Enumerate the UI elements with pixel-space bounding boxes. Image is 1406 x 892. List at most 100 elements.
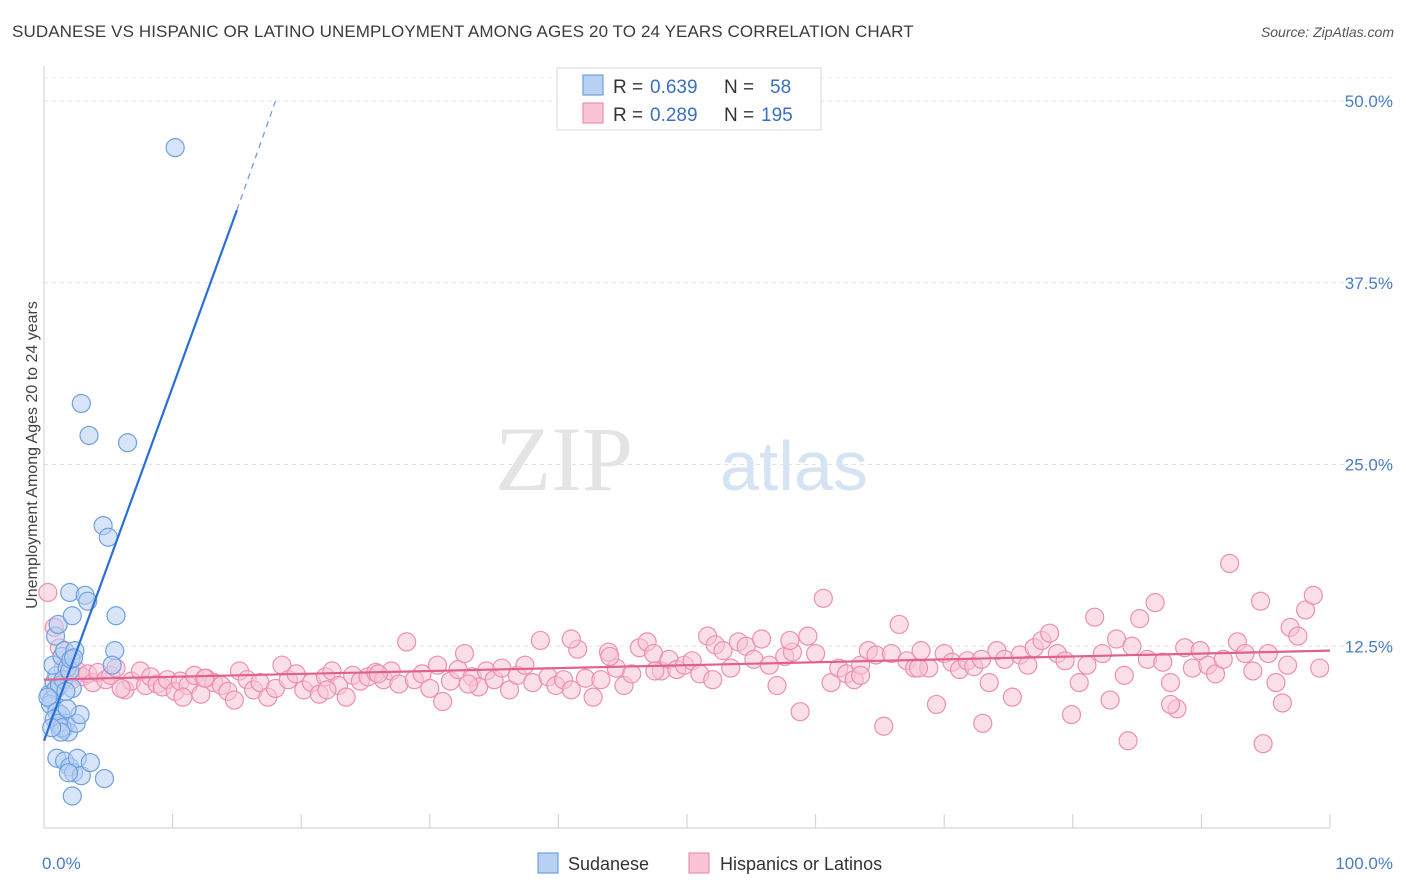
series-sudanese-points	[38, 138, 185, 806]
sudanese-point-41	[79, 425, 99, 446]
sudanese-point-30	[57, 699, 77, 719]
hispanics-point-163	[1213, 649, 1233, 669]
y-tick-label-3: 50.0%	[1345, 92, 1393, 111]
y-tick-label-0: 12.5%	[1345, 637, 1393, 656]
hispanics-point-31	[224, 690, 244, 710]
hispanics-point-118	[874, 716, 894, 736]
x-tick-labels: 0.0% 100.0%	[42, 854, 1393, 873]
sudanese-point-53	[94, 768, 115, 789]
hispanics-point-170	[1266, 673, 1286, 693]
hispanics-point-142	[1055, 651, 1075, 671]
hispanics-point-135	[1002, 687, 1022, 707]
source-label: Source: ZipAtlas.com	[1260, 24, 1394, 40]
hispanics-point-145	[1077, 655, 1097, 675]
hispanics-point-107	[790, 702, 810, 722]
hispanics-point-178	[1253, 734, 1273, 754]
hispanics-point-98	[721, 658, 741, 678]
legend-r-label-sudanese: R =	[613, 77, 643, 98]
hispanics-point-60	[433, 691, 453, 712]
sudanese-point-50	[80, 752, 100, 773]
hispanics-point-140	[1040, 623, 1060, 643]
bottom-legend-label-sudanese: Sudanese	[568, 854, 649, 874]
hispanics-point-168	[1250, 591, 1271, 611]
hispanics-point-85	[622, 664, 642, 684]
legend-swatch-hispanics	[582, 102, 604, 124]
hispanics-point-110	[813, 588, 833, 608]
hispanics-point-155	[1153, 652, 1173, 672]
hispanics-point-181	[1277, 655, 1298, 675]
watermark-zip: ZIP	[495, 408, 633, 510]
x-tick-label-0: 0.0%	[42, 854, 81, 873]
y-tick-labels: 12.5% 25.0% 37.5% 50.0%	[1345, 92, 1393, 656]
hispanics-point-143	[1061, 704, 1082, 725]
hispanics-point-150	[1114, 665, 1134, 685]
hispanics-point-149	[1106, 629, 1127, 649]
watermark-atlas: atlas	[720, 427, 868, 505]
trend-lines	[42, 100, 1331, 742]
hispanics-point-175	[1303, 585, 1323, 605]
hispanics-point-80	[583, 687, 603, 707]
hispanics-point-146	[1085, 607, 1105, 627]
trend-line-hispanics	[43, 649, 1331, 681]
sudanese-point-43	[165, 138, 185, 158]
hispanics-point-180	[1160, 694, 1181, 715]
axes	[43, 66, 1331, 829]
hispanics-point-189	[600, 646, 620, 667]
hispanics-point-125	[926, 694, 947, 715]
hispanics-point-58	[420, 678, 440, 699]
hispanics-point-184	[173, 687, 193, 707]
stats-legend: R = 0.639 N = 58 R = 0.289 N = 195	[556, 67, 822, 131]
legend-n-value-hispanics: 195	[761, 105, 793, 126]
hispanics-point-103	[759, 655, 779, 675]
hispanics-point-177	[1118, 731, 1138, 751]
y-tick-label-2: 37.5%	[1345, 274, 1393, 293]
hispanics-point-167	[1243, 661, 1263, 681]
hispanics-point-55	[397, 632, 417, 652]
hispanics-point-169	[1258, 643, 1278, 664]
sudanese-point-37	[102, 655, 122, 675]
hispanics-point-81	[591, 670, 611, 690]
hispanics-point-47	[336, 687, 356, 707]
hispanics-point-151	[1122, 636, 1142, 656]
hispanics-point-173	[1288, 626, 1308, 646]
hispanics-point-97	[713, 641, 733, 661]
legend-n-label-hispanics: N =	[724, 105, 754, 126]
hispanics-point-192	[780, 630, 800, 651]
hispanics-point-104	[767, 675, 787, 696]
trend-line-sudanese-extension	[236, 100, 277, 211]
hispanics-point-179	[973, 713, 993, 733]
legend-n-label-sudanese: N =	[724, 77, 754, 98]
hispanics-point-171	[1272, 693, 1293, 713]
hispanics-point-193	[851, 665, 871, 685]
hispanics-point-191	[703, 670, 723, 690]
hispanics-point-123	[911, 641, 931, 661]
hispanics-point-188	[458, 674, 478, 694]
hispanics-point-137	[1018, 655, 1038, 675]
bottom-legend: Sudanese Hispanics or Latinos	[537, 852, 882, 874]
hispanics-point-63	[454, 643, 475, 664]
series-hispanics-points	[38, 553, 1330, 754]
legend-n-value-sudanese: 58	[770, 77, 791, 98]
sudanese-point-52	[62, 786, 82, 806]
hispanics-point-148	[1100, 690, 1120, 710]
hispanics-point-164	[1220, 553, 1240, 574]
y-tick-label-1: 25.0%	[1345, 456, 1393, 475]
chart-title: SUDANESE VS HISPANIC OR LATINO UNEMPLOYM…	[12, 22, 914, 41]
hispanics-point-132	[979, 673, 999, 693]
hispanics-point-176	[1310, 658, 1330, 678]
hispanics-point-187	[368, 664, 388, 684]
hispanics-point-152	[1130, 609, 1150, 629]
sudanese-point-10	[48, 614, 68, 635]
sudanese-point-8	[38, 687, 58, 707]
hispanics-point-154	[1145, 593, 1165, 613]
hispanics-point-119	[881, 643, 902, 664]
hispanics-point-0	[38, 582, 58, 603]
sudanese-point-40	[117, 433, 138, 453]
hispanics-point-109	[805, 643, 826, 664]
trend-line-sudanese	[42, 209, 238, 742]
legend-r-value-sudanese: 0.639	[650, 77, 698, 98]
hispanics-point-182	[561, 629, 581, 649]
gridlines	[44, 77, 1394, 647]
watermark: ZIP atlas	[495, 408, 868, 510]
